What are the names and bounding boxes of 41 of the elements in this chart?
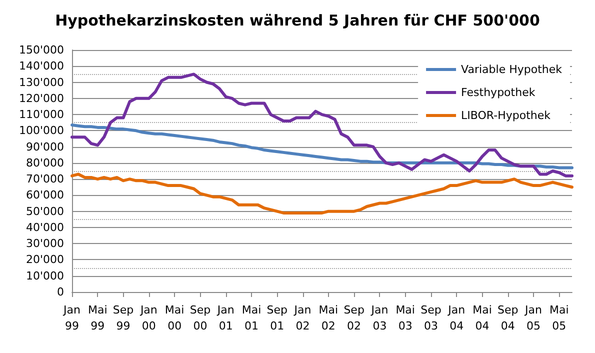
x-tick-label: Mai 01 xyxy=(242,304,262,332)
x-tick-label: Mai 02 xyxy=(318,304,338,332)
x-tick-label: Jan 99 xyxy=(62,304,80,332)
x-tick-label: Mai 04 xyxy=(472,304,492,332)
x-tick-label: Mai 03 xyxy=(396,304,415,332)
x-tick-label: Mai 05 xyxy=(550,304,569,332)
y-tick-label: 20'000 xyxy=(26,253,64,266)
x-tick-label: Jan 00 xyxy=(139,304,158,332)
y-tick-label: 110'000 xyxy=(18,108,64,122)
y-tick-label: 130'000 xyxy=(18,76,64,89)
y-tick-label: 100'000 xyxy=(18,124,64,138)
x-tick-label: Sep 00 xyxy=(190,304,211,332)
y-tick-label: 90'000 xyxy=(26,140,64,154)
y-tick-label: 40'000 xyxy=(26,220,64,234)
y-tick-label: 50'000 xyxy=(26,204,64,218)
line-series xyxy=(70,172,574,214)
x-tick-label: Jan 01 xyxy=(216,304,234,332)
x-tick-label: Sep 04 xyxy=(498,304,518,332)
x-tick-label: Jan 04 xyxy=(447,304,466,332)
y-tick-label: 30'000 xyxy=(26,237,64,250)
y-tick-label: 70'000 xyxy=(26,172,64,186)
x-tick-label: Sep 02 xyxy=(344,304,364,332)
y-tick-label: 120'000 xyxy=(18,92,64,105)
y-tick-label: 140'000 xyxy=(18,60,64,73)
y-tick-label: 80'000 xyxy=(26,156,64,170)
x-tick-label: Sep 03 xyxy=(420,304,442,332)
y-tick-label: 60'000 xyxy=(26,188,64,202)
chart-title: Hypothekarzinskosten während 5 Jahren für CHF 500'000 xyxy=(55,12,540,30)
x-tick-label: Jan 05 xyxy=(524,304,542,332)
y-tick-label: 10'000 xyxy=(26,269,64,282)
legend-label: Variable Hypothek xyxy=(461,63,563,76)
legend-label: Festhypothek xyxy=(461,86,536,99)
legend-label: LIBOR-Hypothek xyxy=(461,109,552,122)
x-tick-label: Jan 03 xyxy=(370,304,388,332)
x-tick-label: Sep 99 xyxy=(112,304,134,332)
y-tick-label: 150'000 xyxy=(18,44,64,56)
x-tick-label: Mai 99 xyxy=(88,304,108,332)
x-tick-label: Mai 00 xyxy=(164,304,184,332)
x-tick-label: Jan 02 xyxy=(293,304,312,332)
y-tick-label: 0 xyxy=(57,286,64,298)
x-tick-label: Sep 01 xyxy=(266,304,288,332)
